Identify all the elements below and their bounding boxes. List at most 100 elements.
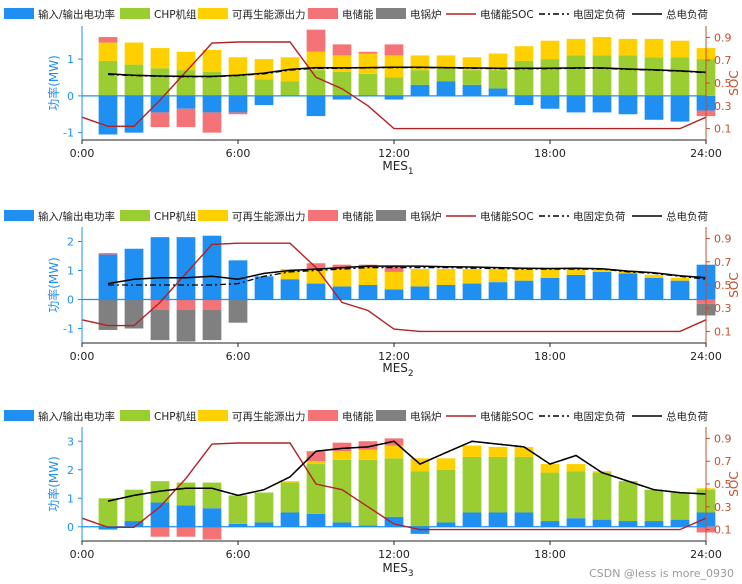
y-tick-label: 2 — [67, 236, 74, 249]
bar-grid — [540, 277, 560, 300]
bar-grid — [176, 237, 196, 300]
bar-grid — [332, 95, 352, 100]
legend-3: 输入/输出电功率 CHP机组 可再生能源出力 电储能 电锅炉 电储能SOC 电固定负荷 总电负… — [4, 410, 708, 423]
legend-label: 电储能SOC — [480, 8, 534, 21]
bar-grid — [124, 248, 144, 300]
y-tick-label: 3 — [67, 435, 74, 448]
bar-storage — [202, 112, 222, 133]
bar-storage — [202, 299, 222, 310]
legend-label: 总电负荷 — [666, 410, 708, 423]
legend-1: 输入/输出电功率 CHP机组 可再生能源出力 电储能 电锅炉 电储能SOC 电固定负荷 总电负… — [4, 8, 708, 21]
bar-grid — [514, 512, 534, 527]
bar-grid — [540, 95, 560, 109]
legend-label: 总电负荷 — [666, 210, 708, 223]
bar-grid — [150, 502, 170, 527]
legend-swatch — [198, 8, 228, 19]
bar-grid — [332, 522, 352, 527]
bar-renew — [514, 446, 534, 457]
x-tick-label: 12:00 — [378, 548, 410, 561]
bar-grid — [280, 279, 300, 300]
bar-chp — [124, 64, 144, 96]
bar-renew — [306, 51, 326, 71]
bar-chp — [670, 57, 690, 96]
y2-axis-label: SOC — [727, 471, 741, 496]
legend-label: 输入/输出电功率 — [38, 410, 115, 423]
x-axis-label-sub: 2 — [408, 369, 414, 379]
bar-grid — [384, 289, 404, 300]
bar-chp — [514, 60, 534, 96]
x-tick-label: 24:00 — [690, 548, 722, 561]
legend-label: 电锅炉 — [410, 210, 442, 223]
bar-chp — [410, 471, 430, 527]
legend-2: 输入/输出电功率 CHP机组 可再生能源出力 电储能 电锅炉 电储能SOC 电固定负荷 总电负… — [4, 210, 708, 223]
x-tick-label: 6:00 — [226, 147, 251, 160]
bar-renew — [436, 269, 456, 285]
y2-tick-label: 0.3 — [714, 501, 732, 514]
bar-grid — [358, 525, 378, 527]
bar-grid — [410, 526, 430, 534]
bar-grid — [306, 513, 326, 527]
bar-renew — [540, 269, 560, 278]
bar-chp — [514, 456, 534, 513]
bar-grid — [644, 521, 664, 527]
y2-tick-label: 0.9 — [714, 31, 732, 44]
bar-grid — [514, 280, 534, 300]
x-tick-label: 18:00 — [534, 548, 566, 561]
bar-chp — [384, 77, 404, 96]
bar-boiler — [150, 309, 170, 341]
legend-label: 电储能 — [342, 8, 374, 21]
bar-grid — [202, 235, 222, 300]
bar-grid — [280, 512, 300, 527]
y2-tick-label: 0.1 — [714, 325, 732, 338]
bar-grid — [410, 286, 430, 300]
bar-renew — [384, 271, 404, 290]
bar-grid — [618, 273, 638, 300]
legend-swatch — [4, 410, 34, 421]
bar-grid — [592, 271, 612, 300]
bar-grid — [306, 283, 326, 300]
x-axis-label-sub: 1 — [408, 167, 414, 177]
legend-label: 输入/输出电功率 — [38, 210, 115, 223]
fixed-load-line — [107, 440, 707, 502]
legend-label: 电固定负荷 — [573, 8, 626, 21]
bar-chp — [358, 459, 378, 526]
x-tick-label: 18:00 — [534, 350, 566, 363]
bar-renew — [514, 46, 534, 61]
y2-tick-label: 0.7 — [714, 54, 732, 67]
bar-renew — [202, 49, 222, 72]
bar-renew — [592, 37, 612, 56]
bar-chp — [462, 70, 482, 85]
bar-storage — [332, 44, 352, 56]
bar-storage — [384, 266, 404, 272]
legend-label: 电储能 — [342, 210, 374, 223]
bar-renew — [436, 458, 456, 470]
bar-chp — [540, 59, 560, 96]
x-tick-label: 6:00 — [226, 350, 251, 363]
bar-chp — [150, 68, 170, 96]
bar-storage — [98, 37, 118, 43]
bar-chp — [202, 482, 222, 509]
bar-storage — [176, 299, 196, 310]
bar-grid — [618, 521, 638, 527]
legend-label: 电锅炉 — [410, 410, 442, 423]
legend-label: 输入/输出电功率 — [38, 8, 115, 21]
bar-renew — [436, 55, 456, 69]
bar-chp — [566, 471, 586, 519]
legend-label: CHP机组 — [154, 8, 197, 21]
bar-renew — [176, 51, 196, 71]
total-load-line — [107, 66, 707, 78]
bar-grid — [566, 274, 586, 300]
bar-chp — [280, 81, 300, 96]
bar-boiler — [228, 299, 248, 323]
bar-chp — [436, 68, 456, 82]
y2-axis-label: SOC — [727, 70, 741, 95]
x-tick-label: 0:00 — [70, 147, 95, 160]
bar-grid — [618, 95, 638, 115]
bar-grid — [566, 95, 586, 113]
bar-grid — [254, 276, 274, 300]
y2-tick-label: 0.1 — [714, 123, 732, 136]
bar-renew — [488, 446, 508, 457]
bar-chp — [202, 71, 222, 96]
legend-swatch — [120, 410, 150, 421]
bar-chp — [124, 489, 144, 522]
